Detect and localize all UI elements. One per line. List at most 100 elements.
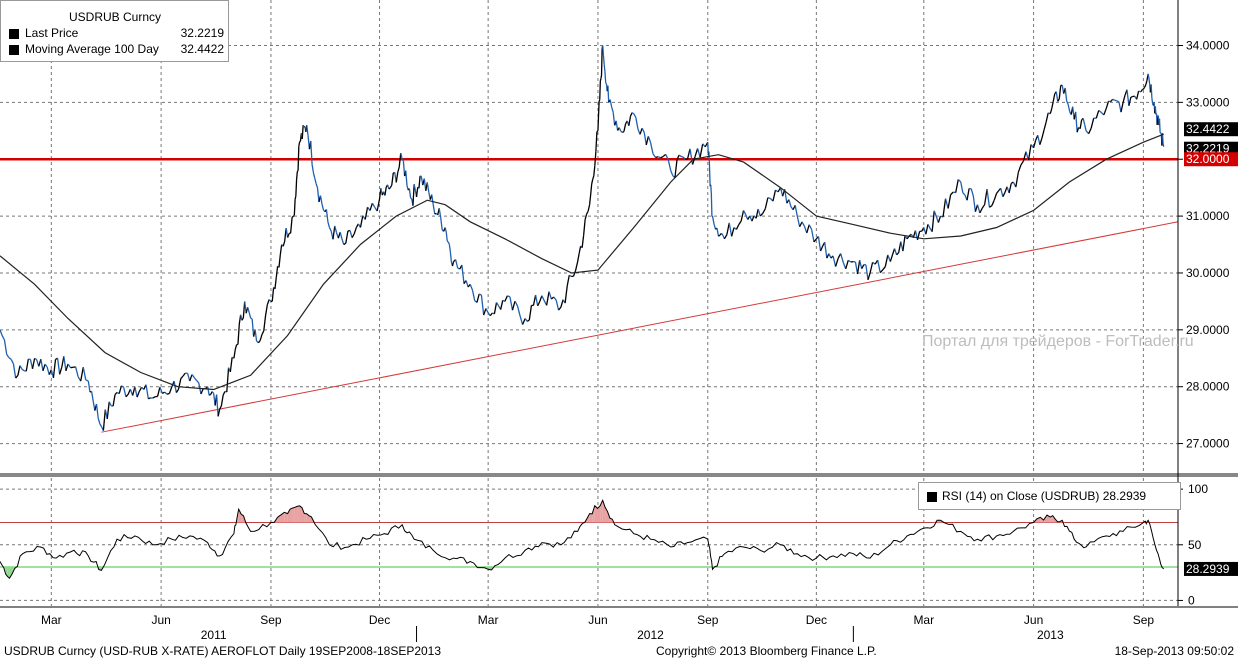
price-segment xyxy=(400,152,403,160)
price-segment xyxy=(321,203,325,211)
price-segment xyxy=(631,112,635,115)
price-segment xyxy=(208,393,211,396)
rsi-overbought-fill xyxy=(280,512,285,523)
price-segment xyxy=(847,259,852,263)
legend-name: Moving Average 100 Day xyxy=(25,42,159,56)
price-segment xyxy=(572,270,577,277)
price-segment xyxy=(353,227,357,235)
price-segment xyxy=(600,48,603,76)
price-segment xyxy=(282,241,286,247)
price-segment xyxy=(395,172,399,183)
price-segment xyxy=(1140,89,1143,93)
legend-swatch xyxy=(927,492,937,502)
price-segment xyxy=(217,409,221,417)
price-segment xyxy=(480,295,485,316)
price-segment xyxy=(643,132,647,146)
price-segment xyxy=(85,379,89,382)
price-segment xyxy=(244,301,247,314)
price-segment xyxy=(1138,90,1141,93)
price-segment xyxy=(268,299,272,302)
price-segment xyxy=(80,366,84,382)
price-segment xyxy=(742,210,747,215)
price-segment xyxy=(432,204,436,215)
price-segment xyxy=(914,230,919,241)
price-segment xyxy=(1105,100,1110,109)
price-segment xyxy=(817,236,822,252)
price-segment xyxy=(970,188,974,197)
price-segment xyxy=(401,158,404,162)
price-segment xyxy=(397,166,400,173)
price-segment xyxy=(633,113,637,118)
price-segment xyxy=(582,219,586,236)
price-tick-label: 31.0000 xyxy=(1186,209,1230,223)
price-segment xyxy=(293,199,296,216)
price-segment xyxy=(757,208,761,217)
price-segment xyxy=(438,208,442,218)
price-segment xyxy=(25,358,29,372)
price-segment xyxy=(699,143,704,158)
price-segment xyxy=(612,112,616,126)
price-segment xyxy=(599,80,601,100)
price-segment xyxy=(266,299,270,305)
price-segment xyxy=(465,280,469,288)
price-segment xyxy=(519,315,524,325)
price-segment xyxy=(1112,98,1116,101)
price-segment xyxy=(981,204,986,209)
price-segment xyxy=(478,293,482,296)
price-segment xyxy=(728,222,733,237)
price-segment xyxy=(937,215,942,223)
price-segment xyxy=(976,204,981,214)
price-segment xyxy=(933,210,937,217)
price-segment xyxy=(345,230,349,244)
price-segment xyxy=(1159,132,1162,134)
price-segment xyxy=(548,291,553,300)
price-segment xyxy=(713,223,717,230)
price-segment xyxy=(261,330,265,335)
price-segment xyxy=(618,127,622,132)
price-segment xyxy=(99,423,103,427)
price-segment xyxy=(19,365,23,370)
price-segment xyxy=(376,198,381,212)
price-segment xyxy=(0,329,3,336)
legend-name: Last Price xyxy=(25,26,79,40)
rsi-legend-text: RSI (14) on Close (USDRUB) 28.2939 xyxy=(942,489,1146,503)
price-segment xyxy=(1049,108,1053,114)
price-segment xyxy=(222,391,226,396)
price-segment xyxy=(31,358,36,369)
price-segment xyxy=(689,148,694,165)
price-segment xyxy=(446,240,449,243)
price-segment xyxy=(962,192,966,196)
price-tick-label: 30.0000 xyxy=(1186,266,1230,280)
price-segment xyxy=(708,151,711,169)
price-segment xyxy=(250,317,253,320)
watermark: Портал для трейдеров - ForTrader.ru xyxy=(922,333,1194,350)
price-segment xyxy=(159,386,163,394)
price-segment xyxy=(145,384,149,399)
price-segment xyxy=(810,229,815,243)
price-segment xyxy=(944,198,949,209)
rsi-overbought-fill xyxy=(297,505,300,523)
price-segment xyxy=(247,307,250,313)
price-segment xyxy=(315,183,319,188)
price-segment xyxy=(824,242,828,259)
price-segment xyxy=(175,388,180,393)
price-segment xyxy=(560,299,564,308)
price-segment xyxy=(957,178,962,183)
price-segment xyxy=(485,308,489,314)
price-segment xyxy=(628,116,632,126)
rsi-oversold-fill xyxy=(9,567,13,579)
rsi-overbought-fill xyxy=(1052,515,1056,523)
price-segment xyxy=(867,272,871,281)
price-segment xyxy=(1118,101,1122,113)
price-segment xyxy=(887,254,891,262)
price-segment xyxy=(925,224,929,235)
price-segment xyxy=(947,194,952,209)
price-segment xyxy=(75,366,79,378)
year-label: 2012 xyxy=(637,628,664,642)
price-segment xyxy=(745,214,749,220)
price-segment xyxy=(369,202,373,211)
price-segment xyxy=(162,391,165,394)
price-segment xyxy=(716,227,720,237)
price-segment xyxy=(996,190,1000,194)
price-tick-label: 29.0000 xyxy=(1186,323,1230,337)
